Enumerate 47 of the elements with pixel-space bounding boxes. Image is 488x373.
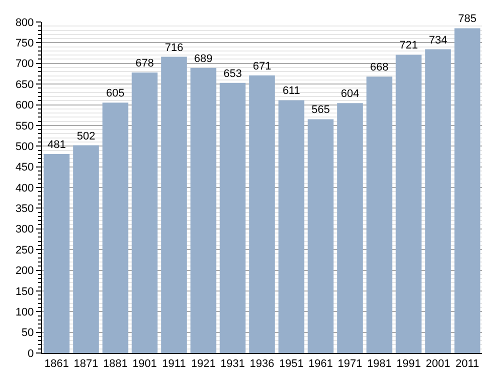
data-label: 611 <box>282 85 300 98</box>
x-tick-label: 1921 <box>191 358 216 370</box>
data-label: 604 <box>340 88 360 100</box>
y-tick-label: 750 <box>15 38 34 50</box>
x-tick-label: 1861 <box>44 358 69 370</box>
data-label: 481 <box>47 138 66 151</box>
y-tick-label: 400 <box>15 182 34 194</box>
data-label: 716 <box>164 42 184 54</box>
data-label: 668 <box>370 62 389 74</box>
x-tick-label: 1981 <box>367 358 392 370</box>
y-tick-label: 650 <box>15 78 34 91</box>
y-tick-label: 300 <box>15 224 34 236</box>
x-tick-label: 2001 <box>426 358 450 370</box>
y-tick-label: 700 <box>15 58 34 70</box>
x-tick-label: 1881 <box>103 358 128 370</box>
y-tick-label: 150 <box>15 286 34 298</box>
data-label: 605 <box>106 88 125 100</box>
x-tick-label: 1951 <box>279 358 304 370</box>
x-tick-label: 2011 <box>456 358 480 370</box>
y-tick-label: 0 <box>28 348 34 360</box>
data-label: 565 <box>311 104 330 116</box>
y-tick-label: 800 <box>15 16 34 29</box>
y-tick-label: 450 <box>15 162 34 174</box>
data-label: 734 <box>428 34 448 46</box>
data-label: 721 <box>399 40 418 52</box>
data-label: 502 <box>76 130 96 142</box>
data-label: 785 <box>458 13 477 26</box>
data-label: 678 <box>135 57 154 70</box>
y-tick-label: 100 <box>15 306 34 318</box>
y-tick-label: 550 <box>15 120 34 132</box>
y-tick-label: 200 <box>15 265 34 278</box>
y-tick-label: 250 <box>15 244 34 256</box>
x-tick-label: 1971 <box>338 358 362 370</box>
data-label: 653 <box>223 68 242 80</box>
x-tick-label: 1901 <box>132 358 157 370</box>
y-tick-label: 500 <box>15 140 34 153</box>
y-tick-label: 350 <box>15 203 34 216</box>
x-tick-label: 1961 <box>308 358 333 370</box>
y-tick-label: 600 <box>15 100 34 112</box>
x-tick-label: 1991 <box>396 358 421 370</box>
x-tick-label: 1871 <box>74 358 98 370</box>
data-label: 671 <box>252 60 272 72</box>
y-tick-label: 50 <box>22 327 34 340</box>
data-label: 689 <box>194 52 213 65</box>
x-tick-label: 1931 <box>220 358 245 370</box>
x-tick-label: 1936 <box>250 358 274 370</box>
x-tick-label: 1911 <box>162 358 186 370</box>
